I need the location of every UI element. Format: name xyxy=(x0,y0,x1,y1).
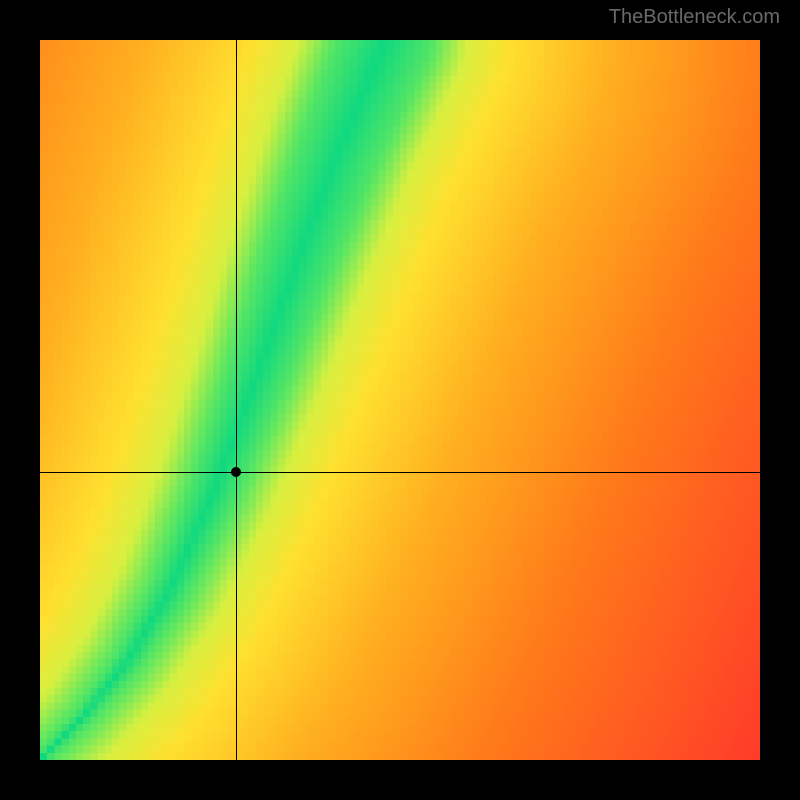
crosshair-horizontal xyxy=(40,472,760,473)
crosshair-vertical xyxy=(236,40,237,760)
marker-point xyxy=(231,467,241,477)
chart-container: TheBottleneck.com xyxy=(0,0,800,800)
plot-area xyxy=(40,40,760,760)
watermark-text: TheBottleneck.com xyxy=(609,6,780,29)
heatmap-canvas xyxy=(40,40,760,760)
